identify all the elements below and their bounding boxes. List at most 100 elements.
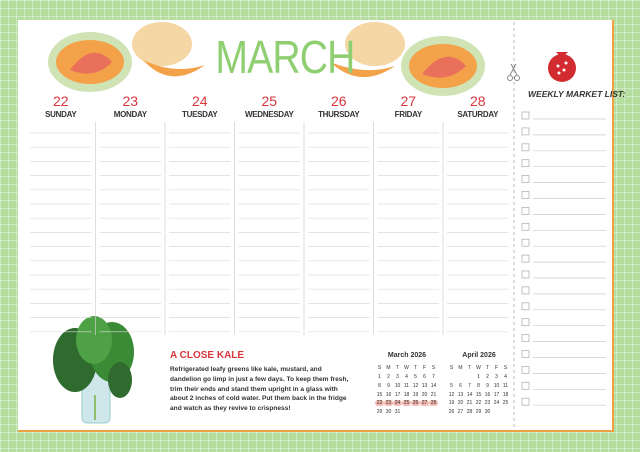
tip-line: and watch as they revive to crispness! bbox=[170, 405, 291, 413]
calendar-day: 16 bbox=[385, 391, 392, 398]
calendar-day: 27 bbox=[457, 409, 464, 416]
calendar-weekday: F bbox=[422, 365, 427, 371]
calendar-day: 1 bbox=[378, 374, 381, 380]
calendar-day: 23 bbox=[384, 400, 393, 407]
calendar-weekday: T bbox=[485, 365, 490, 371]
pomegranate bbox=[548, 52, 576, 82]
calendar-day: 25 bbox=[502, 400, 509, 407]
calendar-day: 26 bbox=[448, 409, 455, 416]
calendar-day: 5 bbox=[414, 374, 417, 380]
tip-line: about 2 inches of cold water. Put them b… bbox=[170, 395, 347, 403]
tip-line: dandelion go limp in just a few days. To… bbox=[170, 375, 349, 383]
calendar-day: 6 bbox=[423, 374, 426, 380]
calendar-day: 2 bbox=[486, 374, 489, 380]
calendar-day: 19 bbox=[412, 391, 419, 398]
month-title: MARCH bbox=[215, 31, 355, 83]
calendar-day: 28 bbox=[466, 409, 473, 416]
calendar-day: 1 bbox=[477, 374, 480, 380]
calendar-day: 4 bbox=[504, 374, 507, 380]
calendar-day: 10 bbox=[394, 382, 401, 389]
tip-title: A CLOSE KALE bbox=[170, 350, 245, 361]
calendar-day: 7 bbox=[432, 374, 435, 380]
calendar-weekday: W bbox=[404, 365, 409, 371]
scissors bbox=[507, 63, 520, 81]
calendar-day: 4 bbox=[405, 374, 408, 380]
calendar-day: 18 bbox=[502, 391, 509, 398]
calendar-day: 12 bbox=[412, 382, 419, 389]
calendar-title: March 2026 bbox=[387, 352, 427, 359]
calendar-weekday: W bbox=[476, 365, 481, 371]
calendar-weekday: S bbox=[449, 365, 454, 371]
day-number: 25 bbox=[261, 93, 278, 109]
calendar-day: 19 bbox=[448, 400, 455, 407]
day-number: 23 bbox=[122, 93, 139, 109]
calendar-day: 9 bbox=[387, 382, 390, 389]
calendar-day: 14 bbox=[430, 382, 437, 389]
calendar-day: 30 bbox=[484, 409, 491, 416]
calendar-day: 10 bbox=[493, 382, 500, 389]
calendar-day: 13 bbox=[457, 391, 464, 398]
calendar-day: 24 bbox=[393, 400, 402, 407]
calendar-day: 21 bbox=[430, 391, 437, 398]
calendar-day: 5 bbox=[450, 382, 453, 389]
calendar-day: 29 bbox=[475, 409, 482, 416]
calendar-weekday: T bbox=[413, 365, 418, 371]
calendar-day: 18 bbox=[403, 391, 410, 398]
calendar-day: 2 bbox=[387, 374, 390, 380]
writing-lines bbox=[30, 111, 606, 406]
calendar-day: 8 bbox=[378, 382, 381, 389]
calendar-day: 6 bbox=[459, 382, 462, 389]
calendar-day: 25 bbox=[402, 400, 411, 407]
calendar-day: 11 bbox=[403, 382, 410, 389]
day-number: 28 bbox=[469, 93, 486, 109]
day-name: TUESDAY bbox=[182, 110, 218, 119]
calendar-weekday: S bbox=[431, 365, 436, 371]
day-number: 22 bbox=[52, 93, 69, 109]
day-name: WEDNESDAY bbox=[244, 110, 294, 119]
calendar-weekday: M bbox=[386, 365, 391, 371]
market-list-title: WEEKLY MARKET LIST: bbox=[528, 89, 626, 99]
calendar-day: 27 bbox=[420, 400, 429, 407]
calendar-day: 3 bbox=[495, 374, 498, 380]
calendar-day: 14 bbox=[466, 391, 473, 398]
tip-line: Refrigerated leafy greens like kale, mus… bbox=[170, 366, 322, 373]
calendar-day: 24 bbox=[493, 400, 500, 407]
calendar-day: 20 bbox=[457, 400, 464, 407]
calendar-weekday: T bbox=[467, 365, 472, 371]
calendar-day: 22 bbox=[375, 400, 384, 407]
day-number: 26 bbox=[330, 93, 347, 109]
calendar-day: 13 bbox=[421, 382, 428, 389]
calendar-day: 23 bbox=[484, 400, 491, 407]
day-name: SATURDAY bbox=[457, 110, 499, 119]
calendar-day: 9 bbox=[486, 382, 489, 389]
melon-left bbox=[48, 22, 205, 92]
calendar-day: 30 bbox=[385, 409, 392, 416]
day-name: MONDAY bbox=[113, 110, 147, 119]
calendar-weekday: F bbox=[494, 365, 499, 371]
calendar-title: April 2026 bbox=[462, 352, 496, 359]
calendar-day: 29 bbox=[376, 409, 383, 416]
day-number: 27 bbox=[400, 93, 417, 109]
calendar-day: 15 bbox=[376, 391, 383, 398]
calendar-day: 21 bbox=[466, 400, 473, 407]
calendar-day: 15 bbox=[475, 391, 482, 398]
day-number: 24 bbox=[191, 93, 208, 109]
calendar-weekday: S bbox=[503, 365, 508, 371]
calendar-day: 22 bbox=[475, 400, 482, 407]
calendar-day: 31 bbox=[394, 409, 401, 416]
day-name: SUNDAY bbox=[45, 110, 77, 119]
calendar-day: 26 bbox=[411, 400, 420, 407]
calendar-day: 11 bbox=[502, 382, 509, 389]
calendar-day: 7 bbox=[468, 382, 471, 389]
kale bbox=[53, 316, 134, 424]
calendar-day: 3 bbox=[396, 374, 399, 380]
calendar-day: 20 bbox=[421, 391, 428, 398]
calendar-day: 17 bbox=[394, 391, 401, 398]
calendar-weekday: T bbox=[395, 365, 400, 371]
calendar-day: 8 bbox=[477, 382, 480, 389]
calendar-day: 16 bbox=[484, 391, 491, 398]
calendar-day: 28 bbox=[429, 400, 438, 407]
tip-line: trim their ends and stand them upright i… bbox=[170, 385, 338, 393]
